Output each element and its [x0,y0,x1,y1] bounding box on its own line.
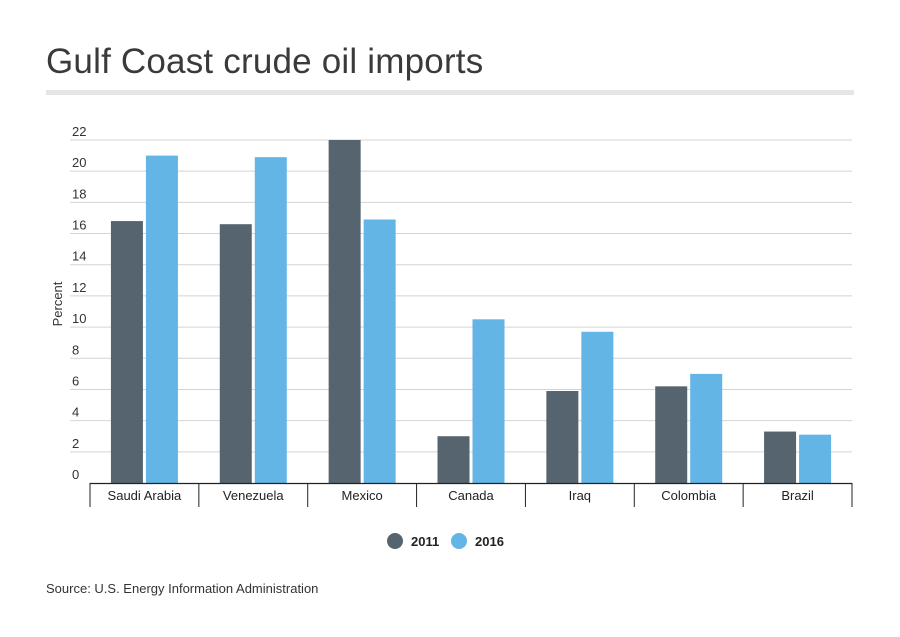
bar [472,319,505,483]
y-tick-label: 2 [72,436,79,451]
y-tick-label: 16 [72,218,86,233]
legend-label: 2016 [475,534,504,549]
y-tick-label: 22 [72,124,86,139]
legend-swatch [387,533,403,549]
y-tick-label: 10 [72,311,86,326]
legend-swatch [451,533,467,549]
bar [328,140,361,483]
y-tick-label: 12 [72,280,86,295]
bar [764,431,797,483]
bar [145,155,178,483]
chart-title: Gulf Coast crude oil imports [46,42,484,81]
y-axis-label: Percent [50,281,65,326]
bar [655,386,688,483]
source-note: Source: U.S. Energy Information Administ… [46,581,319,596]
title-divider [46,90,854,95]
y-tick-label: 8 [72,342,79,357]
bar [437,436,470,483]
x-axis: Saudi Arabia Venezuela Mexico Canada Iraq Col… [89,482,853,507]
bar [581,331,614,483]
x-tick-label: Venezuela [223,488,284,503]
y-axis-ticks: 0 2 4 6 8 10 12 14 16 18 20 22 [72,124,86,482]
y-tick-label: 6 [72,373,79,388]
y-tick-label: 14 [72,249,86,264]
bar [110,221,143,483]
x-tick-label: Colombia [661,488,717,503]
bar [219,224,252,483]
y-tick-label: 0 [72,467,79,482]
y-tick-label: 4 [72,405,79,420]
x-tick-label: Brazil [781,488,814,503]
grid-lines [70,139,852,453]
x-tick-label: Saudi Arabia [108,488,182,503]
legend-label: 2011 [411,534,439,549]
x-tick-label: Mexico [342,488,383,503]
y-tick-label: 18 [72,186,86,201]
x-tick-label: Canada [448,488,494,503]
x-tick-label: Iraq [569,488,591,503]
bar [690,373,723,483]
bar [799,434,832,483]
legend: 2011 2016 [387,533,504,549]
y-tick-label: 20 [72,155,86,170]
bar [254,157,287,483]
bar [363,219,396,483]
bar-series [110,140,832,483]
bar [546,391,579,483]
